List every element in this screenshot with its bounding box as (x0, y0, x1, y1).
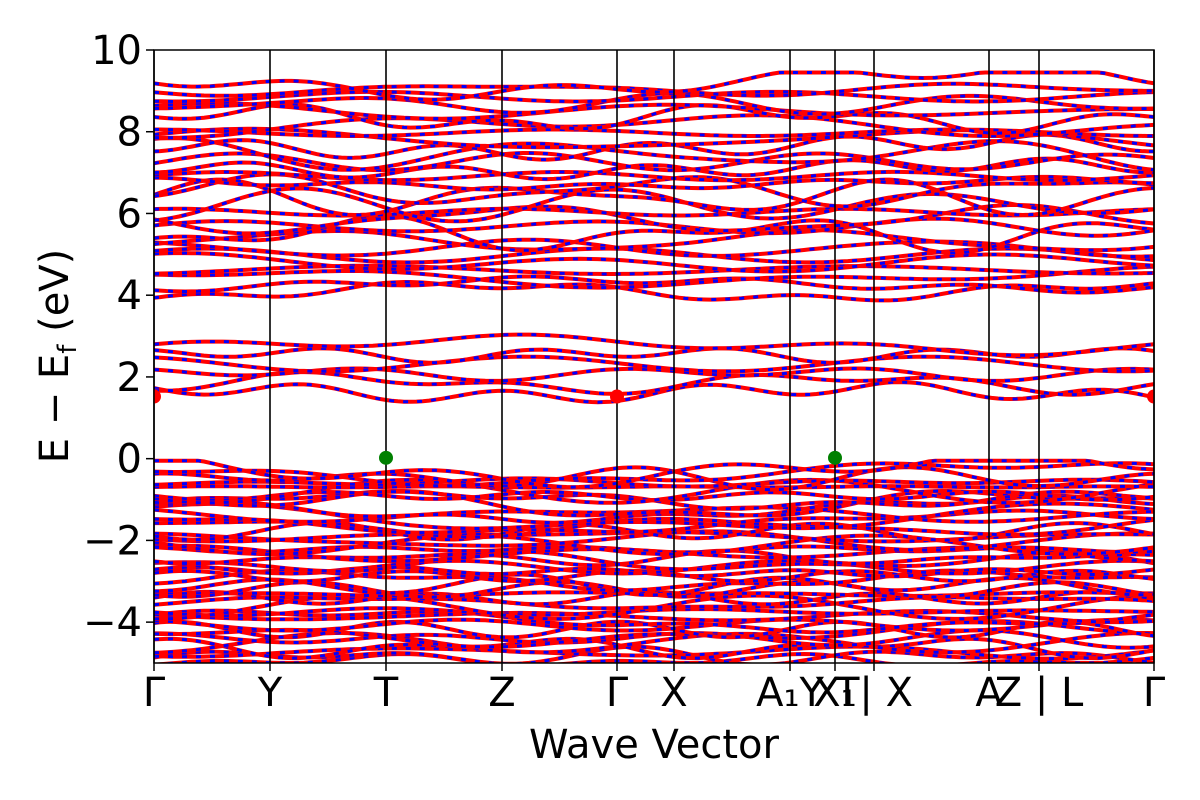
band-line-spin-down (154, 459, 1154, 489)
x-tick-label: Y (257, 670, 283, 716)
y-tick-label: 6 (117, 191, 142, 237)
band-line-spin-up (154, 169, 1154, 183)
y-axis-title-unit: (eV) (32, 249, 78, 345)
band-line-spin-up (154, 608, 1154, 635)
band-line-spin-up (154, 606, 1154, 618)
x-tick-label: A₁Y (756, 670, 824, 716)
band-line-spin-up (154, 651, 1154, 663)
band-line-spin-up (154, 609, 1154, 625)
band-line-spin-up (154, 174, 1154, 192)
y-tick-label: 0 (117, 437, 142, 483)
y-tick-label: 4 (117, 273, 142, 319)
band-line-spin-down (154, 478, 1154, 505)
band-line-spin-up (154, 461, 1154, 488)
y-tick-label: 10 (91, 28, 142, 74)
band-line-spin-down (154, 103, 1154, 135)
y-tick-label: 8 (117, 110, 142, 156)
band-line-spin-up (154, 274, 1154, 295)
band-line-spin-down (154, 203, 1154, 235)
y-tick-label: −4 (83, 600, 142, 646)
band-line-spin-down (154, 380, 1154, 404)
y-axis-title: E − Ef (eV) (32, 249, 83, 464)
band-line-spin-up (154, 332, 1154, 358)
band-line-spin-up (154, 113, 1154, 140)
x-tick-label: X (660, 670, 687, 716)
x-tick-label: A (975, 670, 1003, 716)
x-tick-label: X₁ (813, 670, 856, 716)
band-line-spin-down (154, 465, 1154, 492)
y-tick-label: −2 (83, 518, 142, 564)
band-line-spin-up (154, 617, 1154, 633)
x-axis-title: Wave Vector (529, 722, 780, 768)
y-axis-title-main: E − E (32, 354, 78, 464)
y-axis: −4 −2 0 2 4 6 8 10 (83, 28, 154, 646)
band-line-spin-down (154, 136, 1154, 172)
bands-layer (154, 70, 1154, 663)
band-line-spin-up (154, 237, 1154, 259)
x-tick-label: Γ (606, 670, 629, 716)
x-tick-label: T (373, 670, 399, 716)
x-tick-label: Γ (143, 670, 166, 716)
band-line-spin-down (154, 151, 1154, 172)
band-line-spin-down (154, 178, 1154, 217)
x-tick-label: T| X (834, 670, 913, 716)
band-line-spin-up (154, 251, 1154, 274)
band-line-spin-up (154, 70, 1154, 102)
y-axis-title-sub: f (53, 344, 83, 354)
band-line-spin-up (154, 228, 1154, 253)
band-line-spin-up (154, 89, 1154, 104)
y-tick-label: 2 (117, 355, 142, 401)
band-line-spin-down (154, 214, 1154, 255)
plot-frame (153, 49, 1155, 664)
band-line-spin-up (154, 206, 1154, 218)
band-line-spin-up (154, 127, 1154, 138)
x-tick-label: Z | L (995, 670, 1084, 716)
band-line-spin-up (154, 476, 1154, 489)
band-line-spin-up (154, 264, 1154, 290)
x-tick-label: Γ (1143, 670, 1166, 716)
band-line-spin-up (154, 81, 1154, 98)
cbm-marker (154, 389, 161, 404)
band-line-spin-up (154, 595, 1154, 611)
cbm-marker (610, 389, 624, 404)
band-line-spin-up (154, 508, 1154, 535)
x-tick-label: Z (488, 670, 515, 716)
band-line-spin-down (154, 172, 1154, 208)
band-line-spin-up (154, 354, 1154, 374)
vbm-marker (828, 450, 842, 465)
band-line-spin-down (154, 133, 1154, 162)
band-line-spin-down (154, 186, 1154, 223)
band-line-spin-up (154, 101, 1154, 121)
extrema-markers-layer (154, 389, 1154, 465)
cbm-marker (1147, 389, 1154, 404)
band-line-spin-down (154, 637, 1154, 660)
vbm-marker (379, 450, 393, 465)
